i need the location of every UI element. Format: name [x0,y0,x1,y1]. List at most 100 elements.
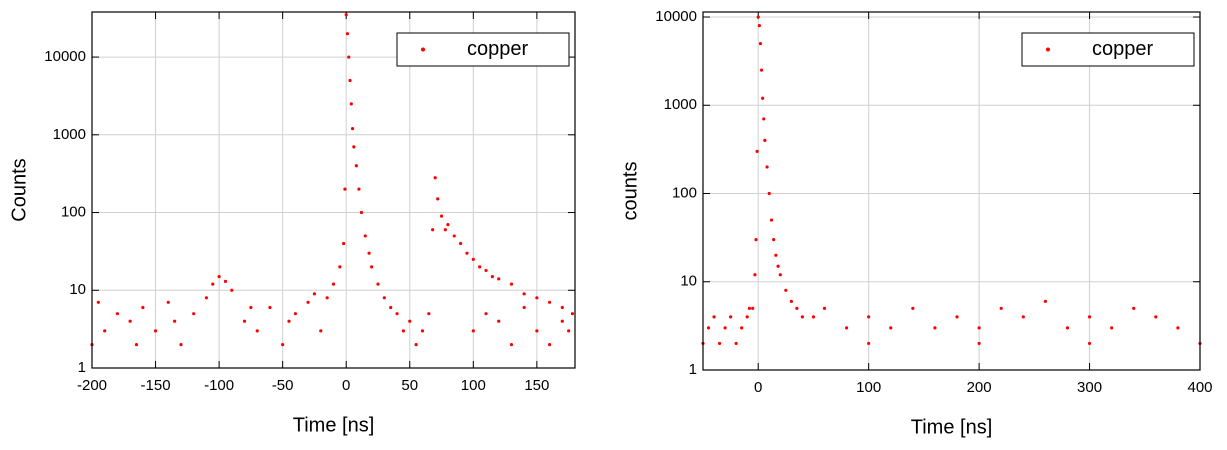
data-point [347,55,351,59]
data-point [179,343,183,347]
legend-marker [421,47,425,52]
data-point [800,315,805,319]
data-point [1087,341,1092,346]
data-point [765,165,769,169]
data-point [352,145,356,149]
x-tick-label: 300 [1077,379,1102,396]
plot-frame [91,11,576,369]
data-point [401,329,406,333]
data-point [443,228,447,232]
data-point [734,341,738,346]
x-tick-label: 200 [967,379,992,396]
data-point [977,326,981,330]
data-point [465,251,469,255]
data-point [255,329,259,333]
data-point [166,300,170,304]
data-point [756,15,760,19]
data-point [763,138,767,142]
data-point [1110,326,1114,330]
x-axis-label: Time [ns] [293,414,375,436]
data-point [452,234,456,238]
data-point [478,265,482,269]
data-point [1176,326,1180,330]
x-tick-label: 150 [524,377,549,394]
data-point [345,32,350,36]
y-axis-label: counts [619,162,641,221]
y-axis-label: Counts [8,158,30,221]
data-point [535,296,539,300]
data-point [778,273,782,277]
data-point [349,102,353,106]
data-point [712,315,716,319]
data-point [357,187,361,191]
data-point [192,312,196,316]
data-point [774,253,778,257]
data-point [249,305,253,310]
data-point [1087,315,1092,319]
data-point [204,296,208,300]
data-point [103,329,107,333]
data-point [471,257,475,261]
data-point [570,312,575,316]
data-point [560,319,564,323]
y-tick-label: 10 [680,273,697,290]
data-point [547,343,552,347]
data-point [795,306,799,310]
data-point [338,265,342,269]
data-point [755,149,759,154]
data-point [522,305,526,310]
data-point [772,238,776,242]
data-point [281,343,285,347]
data-point [363,234,367,238]
legend-box [1021,32,1195,67]
data-point [242,319,247,323]
data-point [911,306,915,310]
data-point [759,68,764,72]
data-point [867,341,871,346]
data-point [509,282,514,286]
data-point [1132,306,1136,310]
y-tick-label: 1000 [53,126,86,143]
data-point [955,315,959,319]
data-point [446,222,450,227]
data-point [344,13,348,17]
y-tick-label: 10000 [44,48,86,65]
data-point [359,210,364,215]
data-point [1021,315,1025,319]
data-point [811,315,816,319]
data-point [522,292,526,296]
data-point [153,329,158,333]
data-point [420,329,425,333]
data-point [757,23,761,28]
x-tick-label: 0 [342,377,350,394]
data-point [331,282,336,286]
data-point [751,306,755,310]
data-point [769,218,774,222]
data-point [325,296,329,300]
data-point [211,282,215,286]
data-point [436,197,440,201]
x-tick-label: 100 [461,377,486,394]
x-tick-label: -150 [141,377,171,394]
data-point [115,312,120,316]
legend-marker [1046,47,1050,52]
x-axis-label: Time [ns] [911,416,993,438]
legend-label: copper [1092,38,1153,60]
y-tick-label: 1 [78,359,86,376]
y-tick-label: 100 [61,204,86,221]
data-point [439,214,444,218]
data-point [484,268,488,273]
data-point [747,306,751,310]
y-tick-label: 1000 [664,96,697,113]
data-point [723,326,727,330]
data-point [223,279,228,284]
data-point [370,265,374,269]
data-point [287,319,291,323]
data-point [567,329,571,333]
x-tick-label: 50 [401,377,418,394]
legend-label: copper [467,38,528,60]
data-point [427,312,431,316]
data-point [173,319,177,323]
data-point [367,251,371,255]
data-point [761,96,765,100]
